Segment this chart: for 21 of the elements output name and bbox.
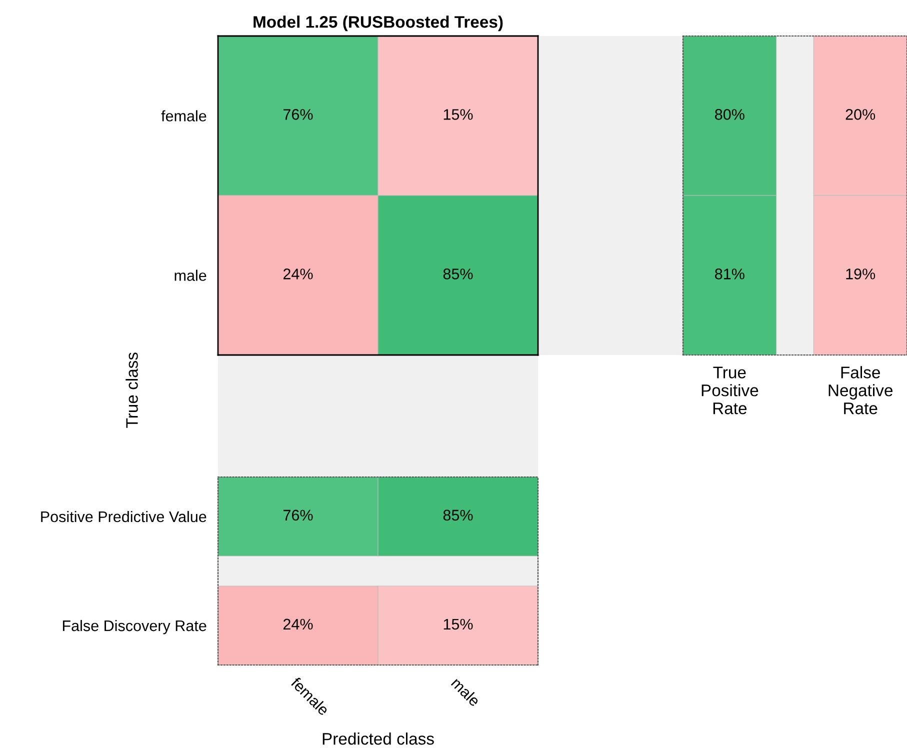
x-axis-title: Predicted class (322, 732, 434, 745)
data-label: 20% (846, 109, 876, 120)
x-tick-label: True Positive Rate (702, 366, 758, 414)
data-label: 85% (443, 510, 473, 521)
y-tick-label: False Discovery Rate (62, 620, 206, 634)
y-tick-label: female (161, 110, 206, 122)
data-label: 15% (444, 109, 473, 120)
data-label: 24% (283, 618, 313, 630)
data-label: 85% (443, 268, 473, 280)
y-tick-label: male (174, 270, 206, 281)
data-label: 76% (283, 109, 313, 120)
y-axis-title: True class (126, 352, 138, 428)
y-tick-label: Positive Predictive Value (41, 510, 206, 522)
data-label: 24% (283, 268, 313, 280)
x-tick-label: False Negative Rate (828, 366, 892, 414)
data-label: 19% (846, 268, 876, 280)
data-label: 76% (283, 510, 313, 521)
data-label: 81% (715, 268, 744, 280)
chart-title: Model 1.25 (RUSBoosted Trees) (254, 16, 503, 32)
data-label: 15% (444, 618, 473, 630)
data-label: 80% (715, 109, 744, 120)
